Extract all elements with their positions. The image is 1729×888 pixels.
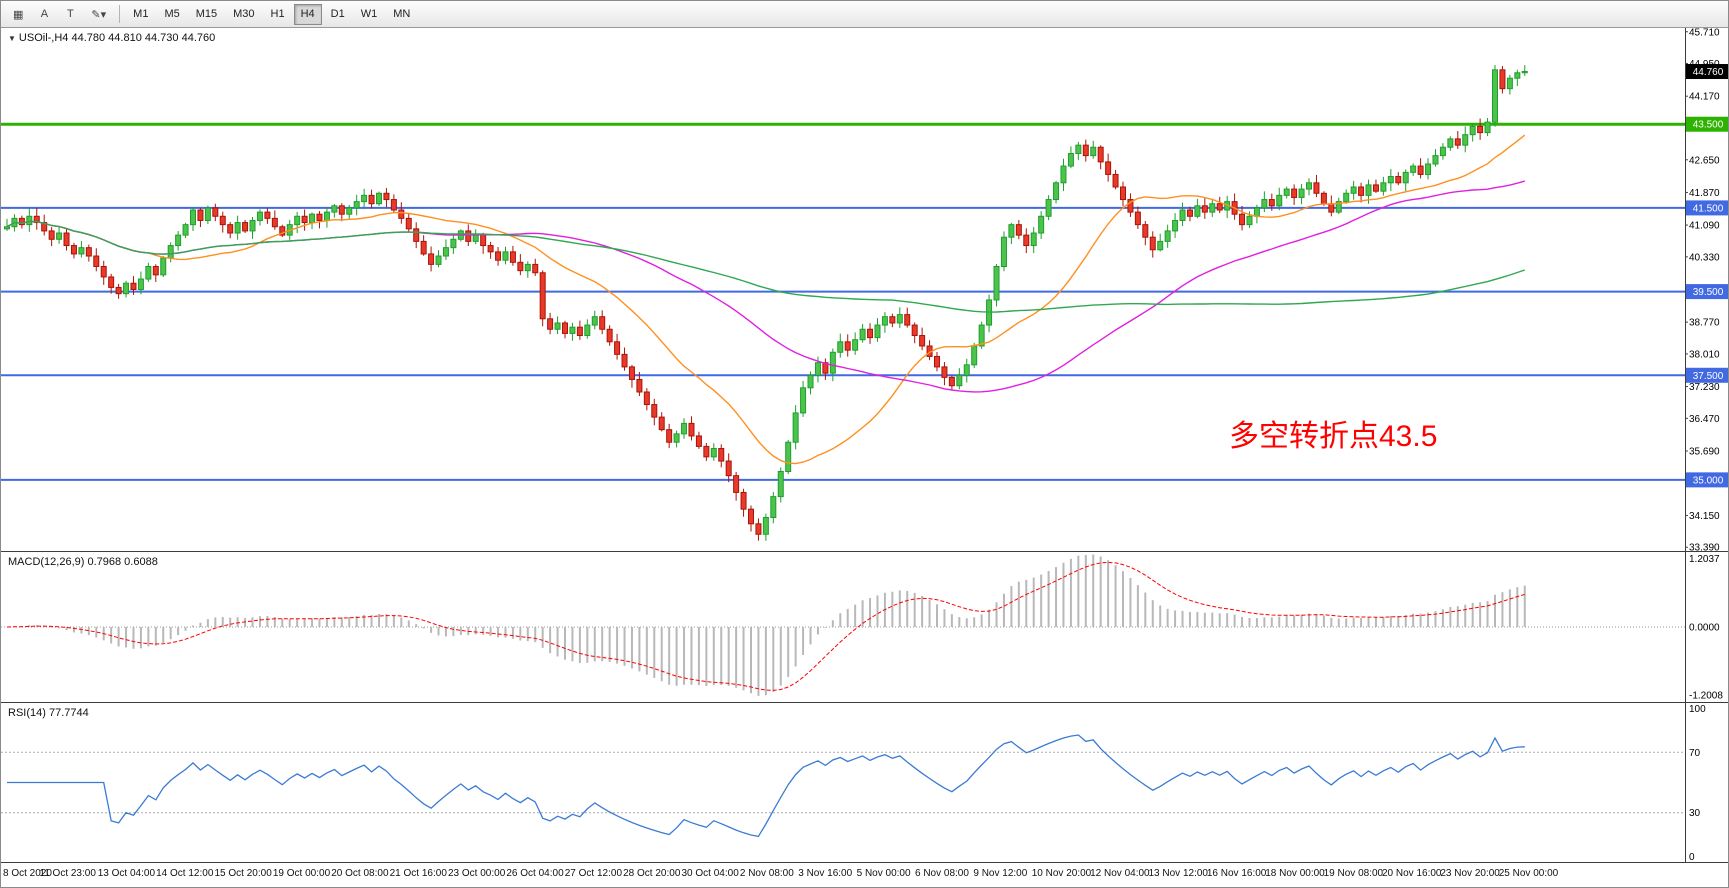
time-label: 12 Nov 04:00 — [1090, 868, 1150, 879]
svg-text:44.170: 44.170 — [1689, 92, 1720, 103]
svg-text:36.470: 36.470 — [1689, 414, 1720, 425]
rsi-axis-label: 100 — [1689, 704, 1706, 715]
time-axis[interactable]: 8 Oct 2020 11 Oct 23:00 13 Oct 04:00 14 Oct… — [1, 863, 1728, 887]
time-label: 13 Nov 12:00 — [1148, 868, 1209, 879]
tf-button-D1[interactable]: D1 — [324, 4, 352, 25]
time-label: 16 Nov 16:00 — [1206, 868, 1267, 879]
chart-annotation-text: 多空转折点43.5 — [1229, 420, 1438, 453]
tf-button-H4[interactable]: H4 — [293, 3, 322, 25]
time-label: 9 Nov 12:00 — [973, 868, 1028, 879]
ma-55-line — [6, 180, 1525, 393]
macd-signal-line — [6, 561, 1525, 691]
time-label: 19 Oct 00:00 — [272, 868, 331, 879]
text-label-tool[interactable]: T — [58, 4, 82, 25]
macd-panel: 1.2037 0.0000 -1.2008 MACD(12,26,9) 0.7968… — [1, 552, 1729, 703]
rsi-label: RSI(14) 77.7744 — [8, 707, 89, 719]
time-label: 11 Oct 23:00 — [39, 868, 96, 879]
price-tag-43.500: 43.500 — [1686, 116, 1728, 132]
time-label: 30 Oct 04:00 — [681, 868, 739, 879]
svg-text:42.650: 42.650 — [1689, 155, 1720, 166]
text-a-tool[interactable]: A — [32, 4, 56, 25]
price-tag-41.500: 41.500 — [1686, 200, 1728, 216]
toolbar-separator — [119, 5, 121, 23]
price-tag-35.000: 35.000 — [1686, 472, 1728, 488]
svg-text:37.230: 37.230 — [1689, 382, 1720, 393]
time-label: 19 Nov 08:00 — [1323, 868, 1384, 879]
time-label: 5 Nov 00:00 — [856, 868, 911, 879]
ma-120-line — [6, 220, 1526, 313]
svg-text:39.500: 39.500 — [1693, 287, 1724, 298]
svg-text:34.150: 34.150 — [1689, 511, 1720, 522]
time-label: 25 Nov 00:00 — [1498, 868, 1559, 879]
time-label: 18 Nov 00:00 — [1265, 868, 1325, 879]
time-label: 2 Nov 08:00 — [739, 868, 794, 879]
svg-text:33.390: 33.390 — [1689, 543, 1720, 551]
tf-button-M15[interactable]: M15 — [189, 4, 224, 25]
svg-text:43.500: 43.500 — [1693, 120, 1724, 131]
rsi-line — [7, 734, 1525, 838]
current-price-tag: 44.760 — [1686, 64, 1728, 80]
time-label: 23 Nov 20:00 — [1440, 868, 1500, 879]
svg-text:35.690: 35.690 — [1689, 447, 1720, 458]
svg-text:35.000: 35.000 — [1693, 475, 1724, 486]
svg-text:44.760: 44.760 — [1693, 67, 1724, 78]
time-label: 20 Oct 08:00 — [331, 868, 389, 879]
symbol-ohlc-label: ▼ USOil-,H4 44.780 44.810 44.730 44.760 — [8, 32, 216, 44]
time-label: 27 Oct 12:00 — [564, 868, 623, 879]
tf-button-M1[interactable]: M1 — [126, 4, 155, 25]
time-label: 21 Oct 16:00 — [389, 868, 447, 879]
time-label: 26 Oct 04:00 — [506, 868, 564, 879]
time-label: 20 Nov 16:00 — [1382, 868, 1442, 879]
macd-axis-label: -1.2008 — [1689, 691, 1723, 702]
tf-button-M5[interactable]: M5 — [157, 4, 186, 25]
svg-text:41.500: 41.500 — [1693, 203, 1724, 214]
svg-text:38.010: 38.010 — [1689, 349, 1720, 360]
macd-canvas[interactable]: 1.2037 0.0000 -1.2008 — [1, 552, 1729, 702]
draw-tools-dropdown[interactable]: ✎▾ — [84, 4, 113, 25]
tf-button-M30[interactable]: M30 — [226, 4, 261, 25]
timeframe-group: M1 M5 M15 M30 H1 H4 D1 W1 MN — [125, 3, 418, 25]
svg-text:40.330: 40.330 — [1689, 252, 1720, 263]
time-label: 14 Oct 12:00 — [156, 868, 214, 879]
main-chart-panel: 45.71044.95044.17043.41042.65041.87041.0… — [1, 28, 1729, 552]
time-label: 13 Oct 04:00 — [97, 868, 156, 879]
time-label: 23 Oct 00:00 — [448, 868, 506, 879]
tf-button-H1[interactable]: H1 — [264, 4, 292, 25]
time-label: 15 Oct 20:00 — [214, 868, 272, 879]
macd-axis-label: 1.2037 — [1689, 554, 1720, 565]
rsi-axis-label: 70 — [1689, 748, 1701, 759]
time-label: 6 Nov 08:00 — [915, 868, 969, 879]
time-label: 10 Nov 20:00 — [1031, 868, 1092, 879]
time-label: 28 Oct 20:00 — [623, 868, 681, 879]
price-tag-37.500: 37.500 — [1686, 367, 1728, 383]
time-label: 8 Oct 2020 — [3, 868, 52, 879]
grid-icon[interactable]: ▦ — [6, 4, 30, 25]
toolbar: ▦ A T ✎▾ M1 M5 M15 M30 H1 H4 D1 W1 MN — [1, 1, 1728, 28]
macd-axis-label: 0.0000 — [1689, 623, 1720, 634]
rsi-panel: 100 70 30 0 RSI(14) 77.7744 — [1, 703, 1729, 863]
price-tag-39.500: 39.500 — [1686, 284, 1728, 300]
svg-text:38.770: 38.770 — [1689, 318, 1720, 329]
chart-menu-icon[interactable]: ▼ — [8, 34, 16, 43]
tf-button-MN[interactable]: MN — [386, 4, 417, 25]
time-label: 3 Nov 16:00 — [798, 868, 853, 879]
price-chart-canvas[interactable]: 45.71044.95044.17043.41042.65041.87041.0… — [1, 28, 1729, 551]
svg-text:41.870: 41.870 — [1689, 188, 1720, 199]
rsi-axis-label: 0 — [1689, 852, 1695, 862]
svg-text:45.710: 45.710 — [1689, 28, 1720, 38]
rsi-axis-label: 30 — [1689, 808, 1701, 819]
svg-text:37.500: 37.500 — [1693, 371, 1724, 382]
svg-text:41.090: 41.090 — [1689, 221, 1720, 232]
macd-histogram — [13, 554, 1526, 696]
macd-label: MACD(12,26,9) 0.7968 0.6088 — [8, 556, 158, 568]
rsi-canvas[interactable]: 100 70 30 0 — [1, 703, 1729, 862]
tf-button-W1[interactable]: W1 — [354, 4, 385, 25]
